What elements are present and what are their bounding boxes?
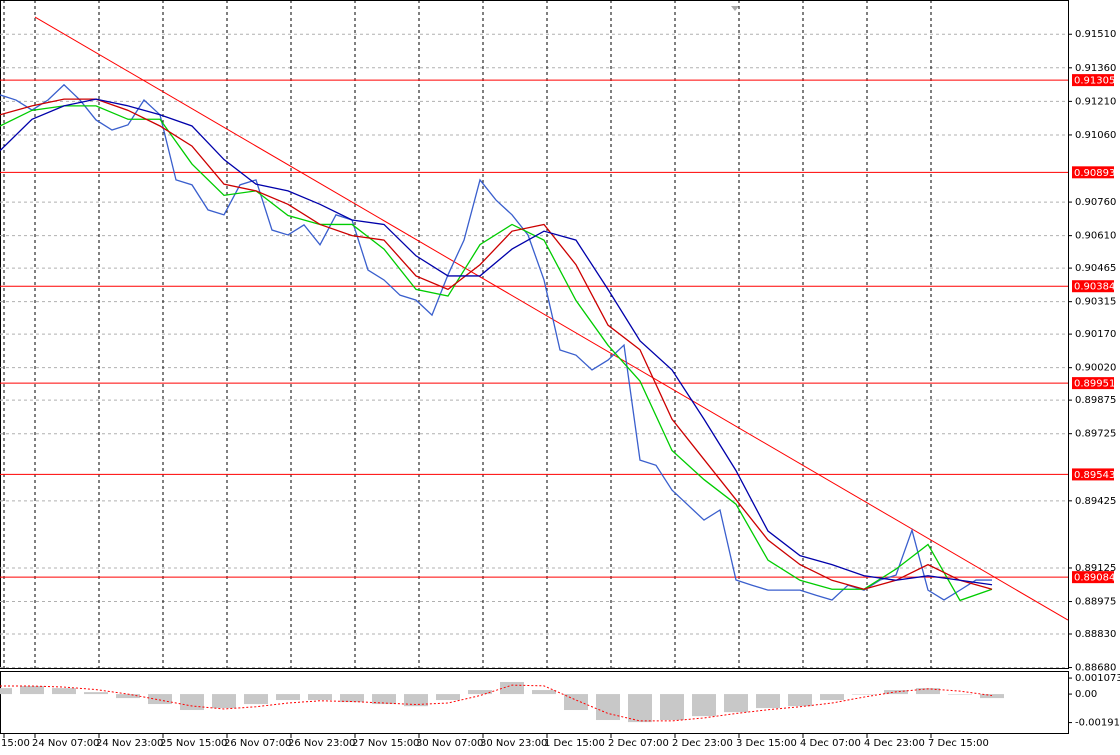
y-tick-label: 0.88680 xyxy=(1075,663,1116,674)
level-label: 0.89951 xyxy=(1074,379,1115,390)
x-tick-label: 15:00 xyxy=(1,738,30,749)
histogram-bar xyxy=(628,694,652,723)
histogram-bar xyxy=(532,690,556,695)
level-label-box xyxy=(1072,468,1114,481)
y-tick-label: 0.89425 xyxy=(1075,496,1116,507)
histogram-bar xyxy=(692,694,716,717)
histogram-bar xyxy=(500,681,524,695)
histogram-bar xyxy=(564,694,588,711)
histogram-bar xyxy=(0,688,12,695)
histogram-bar xyxy=(340,694,364,703)
level-label: 0.89543 xyxy=(1074,470,1115,481)
histogram-bar xyxy=(116,694,140,699)
level-label: 0.91305 xyxy=(1074,76,1115,87)
price-line xyxy=(0,98,993,586)
histogram-bar xyxy=(596,694,620,721)
level-label: 0.90384 xyxy=(1074,282,1115,293)
histogram-bar xyxy=(244,694,268,705)
x-tick-label: 30 Nov 23:00 xyxy=(480,738,547,749)
histogram-bar xyxy=(20,686,44,695)
histogram-bar xyxy=(468,690,492,695)
level-label-box xyxy=(1072,377,1114,390)
histogram-bar xyxy=(52,688,76,695)
histogram-bar xyxy=(84,692,108,695)
y-tick-label: 0.88830 xyxy=(1075,629,1116,640)
y-tick-label: -0.001911 xyxy=(1075,718,1120,729)
histogram-bar xyxy=(308,694,332,701)
x-tick-label: 4 Dec 07:00 xyxy=(800,738,861,749)
y-tick-label: 0.89125 xyxy=(1075,563,1116,574)
y-tick-label: 0.90315 xyxy=(1075,297,1116,308)
price-line xyxy=(0,98,993,590)
y-tick-label: 0.91360 xyxy=(1075,63,1116,74)
oscillator-frame xyxy=(0,671,1069,734)
y-tick-label: 0.90465 xyxy=(1075,263,1116,274)
y-tick-label: 0.91510 xyxy=(1075,29,1116,40)
x-tick-label: 24 Nov 07:00 xyxy=(32,738,99,749)
x-tick-label: 3 Dec 15:00 xyxy=(736,738,797,749)
trendline xyxy=(34,16,1069,621)
y-tick-label: 0.91060 xyxy=(1075,130,1116,141)
y-tick-label: 0.90170 xyxy=(1075,329,1116,340)
x-tick-label: 26 Nov 07:00 xyxy=(224,738,291,749)
y-tick-label: 0.91210 xyxy=(1075,96,1116,107)
x-tick-label: 7 Dec 15:00 xyxy=(928,738,989,749)
y-tick-label: 0.89725 xyxy=(1075,429,1116,440)
x-tick-label: 2 Dec 23:00 xyxy=(672,738,733,749)
y-tick-label: 0.88975 xyxy=(1075,597,1116,608)
level-label-box xyxy=(1072,74,1114,87)
y-tick-label: 0.00 xyxy=(1075,689,1097,700)
histogram-bar xyxy=(276,694,300,701)
histogram-bar xyxy=(660,694,684,721)
histogram-bar xyxy=(148,694,172,705)
histogram-bar xyxy=(916,688,940,695)
histogram-bar xyxy=(820,694,844,701)
histogram-bar xyxy=(756,694,780,709)
level-label: 0.89084 xyxy=(1074,573,1115,584)
y-tick-label: 0.90020 xyxy=(1075,363,1116,374)
level-label-box xyxy=(1072,280,1114,293)
price-line xyxy=(0,105,993,602)
x-tick-label: 24 Nov 23:00 xyxy=(96,738,163,749)
histogram-bar xyxy=(788,694,812,707)
histogram-bar xyxy=(372,694,396,705)
histogram-bar xyxy=(180,694,204,711)
level-label-box xyxy=(1072,571,1114,584)
histogram-bar xyxy=(724,694,748,713)
histogram-bar xyxy=(852,694,876,695)
shift-marker xyxy=(731,6,739,11)
y-tick-label: 0.89875 xyxy=(1075,395,1116,406)
histogram-bar xyxy=(404,694,428,707)
x-tick-label: 26 Nov 23:00 xyxy=(288,738,355,749)
level-label: 0.90893 xyxy=(1074,168,1115,179)
x-tick-label: 25 Nov 15:00 xyxy=(160,738,227,749)
x-tick-label: 2 Dec 07:00 xyxy=(608,738,669,749)
price-line xyxy=(0,83,992,601)
x-tick-label: 27 Nov 15:00 xyxy=(352,738,419,749)
x-tick-label: 30 Nov 07:00 xyxy=(416,738,483,749)
histogram-bar xyxy=(436,694,460,701)
y-tick-label: 0.90610 xyxy=(1075,231,1116,242)
histogram-bar xyxy=(212,694,236,709)
histogram-bar xyxy=(980,694,1004,699)
y-tick-label: 0.90760 xyxy=(1075,197,1116,208)
level-label-box xyxy=(1072,166,1114,179)
x-tick-label: 4 Dec 23:00 xyxy=(864,738,925,749)
histogram-bar xyxy=(948,694,972,695)
y-tick-label: 0.001073 xyxy=(1075,673,1120,684)
x-tick-label: 1 Dec 15:00 xyxy=(544,738,605,749)
